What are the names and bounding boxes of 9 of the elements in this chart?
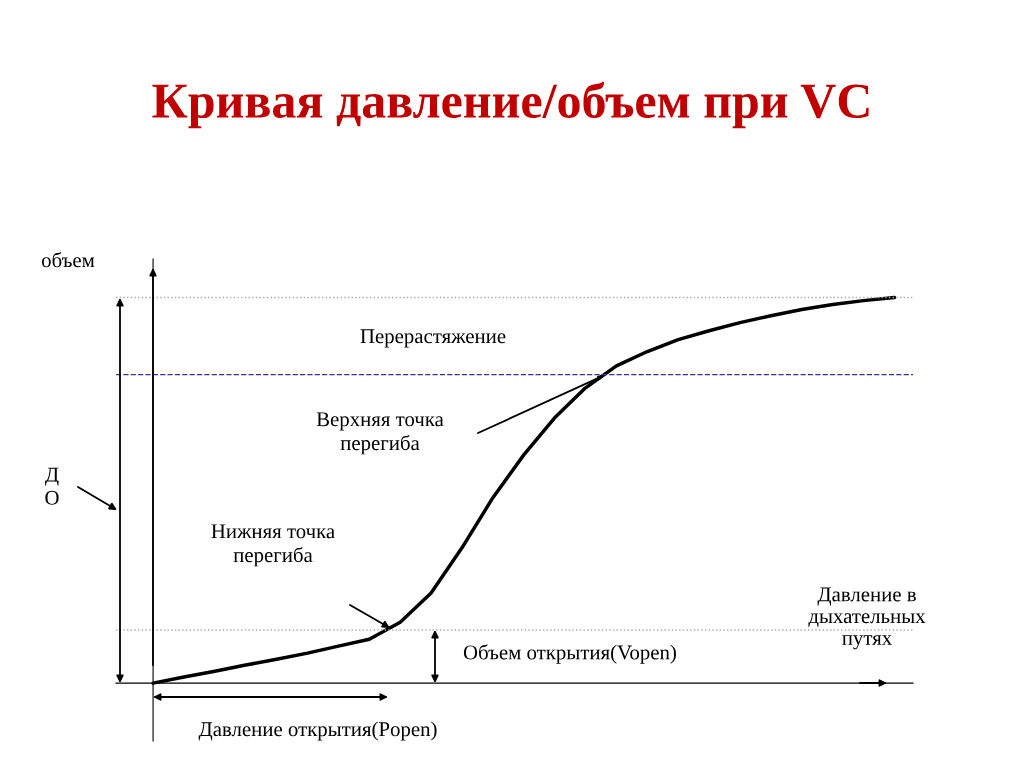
y-axis-title: объем (41, 252, 95, 268)
annotation: Объем открытия(Vopen) (463, 644, 676, 664)
annotation: Перерастяжение (360, 329, 506, 348)
x-axis-title: Давление в дыхательных путях (808, 587, 926, 650)
annotation: Нижняя точка перегиба (211, 524, 335, 567)
text: Д О (45, 467, 59, 505)
text: Давление открытия(Popen) (198, 721, 437, 741)
annotation: Верхняя точка перегиба (316, 412, 444, 455)
chart-title: Кривая давление/объем при VC (152, 81, 869, 129)
